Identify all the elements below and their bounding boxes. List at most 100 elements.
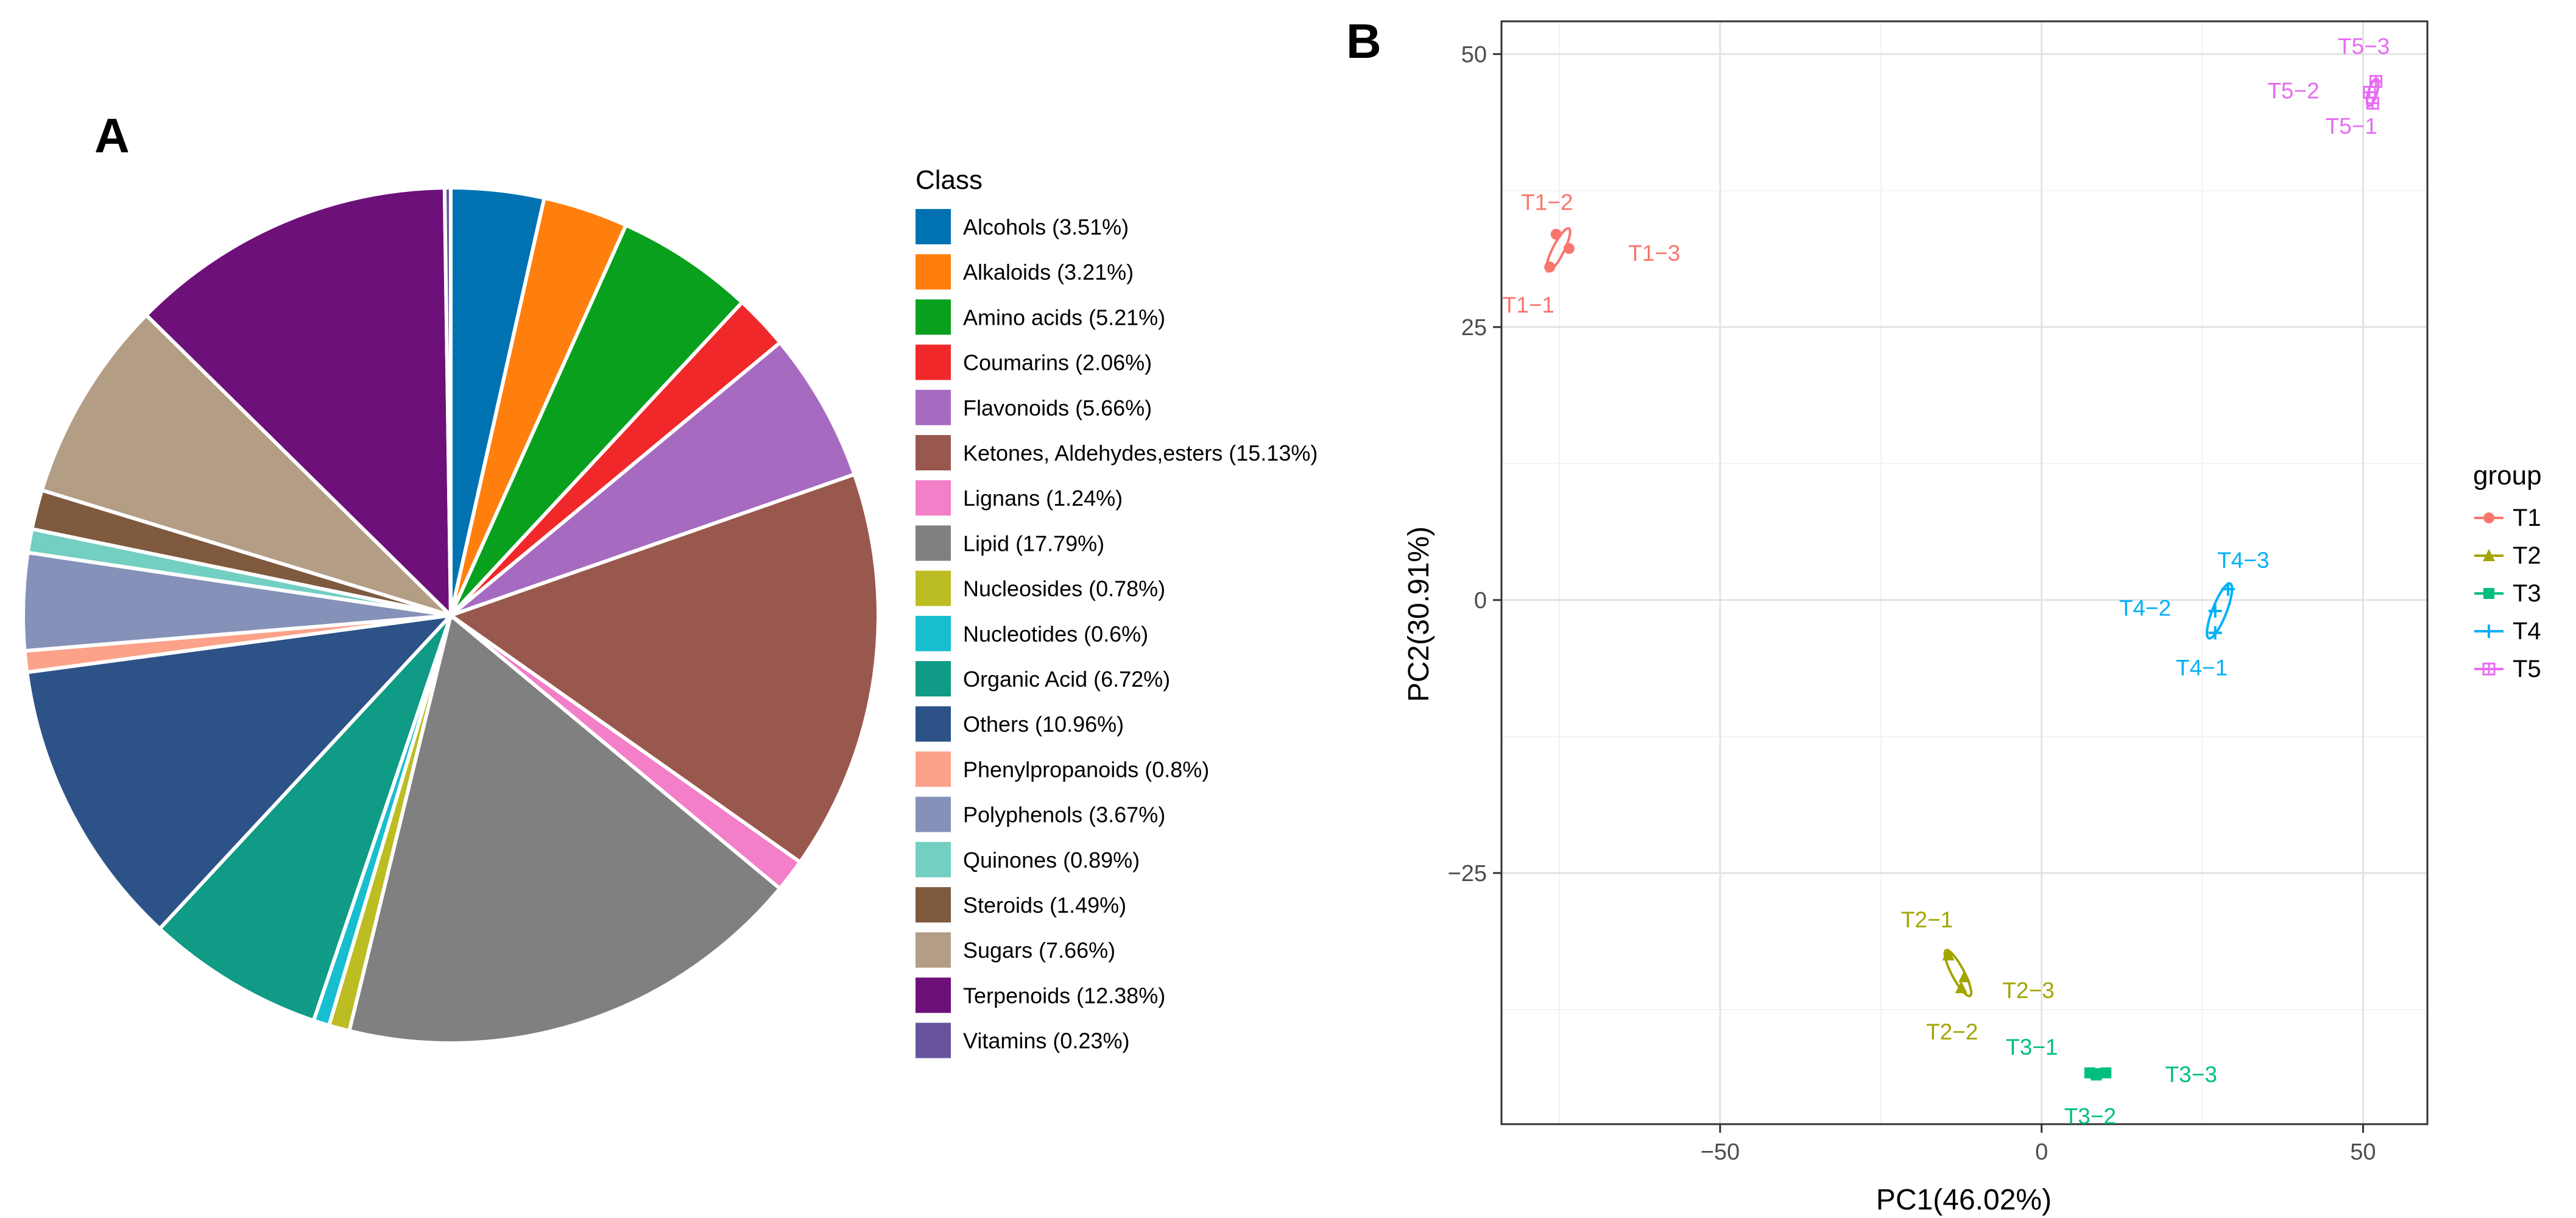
pie-slice-8 — [347, 612, 783, 1045]
pie-legend-label-14: Polyphenols (3.67%) — [963, 802, 1165, 827]
series-T4: T4−1 T4−2 T4−3 — [2119, 548, 2269, 681]
pie-legend-swatch-4 — [916, 344, 951, 380]
pie-legend-swatch-12 — [916, 706, 951, 742]
pie-legend-label-5: Flavonoids (5.66%) — [963, 395, 1152, 420]
point-label-T1-3: T1−3 — [1628, 241, 1680, 266]
point-label-T5-1: T5−1 — [2326, 113, 2377, 138]
pca-legend-label-T3: T3 — [2513, 580, 2541, 607]
pie-slice-18 — [143, 186, 453, 620]
pca-legend-label-T2: T2 — [2513, 542, 2541, 569]
point-label-T2-1: T2−1 — [1901, 907, 1953, 932]
y-tick-label-3: 25 — [1461, 315, 1487, 341]
y-axis-title: PC2(30.91%) — [1403, 526, 1435, 702]
point-T5-2 — [2363, 85, 2376, 99]
pie-legend-swatch-9 — [916, 570, 951, 606]
point-label-T3-3: T3−3 — [2165, 1062, 2217, 1087]
point-label-T1-2: T1−2 — [1521, 189, 1573, 214]
pie-legend-label-7: Lignans (1.24%) — [963, 486, 1123, 511]
pie-slice-11 — [157, 614, 453, 1023]
pie-legend-swatch-19 — [916, 1022, 951, 1058]
pie-slice-12 — [24, 612, 456, 932]
pie-legend-swatch-2 — [916, 254, 951, 290]
point-T3-3 — [2100, 1067, 2112, 1078]
pie-slice-5 — [450, 340, 857, 617]
pie-legend-swatch-15 — [916, 841, 951, 877]
pie-slice-17 — [40, 312, 453, 617]
x-tick-label-3: 50 — [2350, 1139, 2376, 1165]
point-label-T4-2: T4−2 — [2119, 596, 2171, 621]
point-T2-3 — [1958, 970, 1971, 983]
series-T1: T1−1 T1−2 T1−3 — [1502, 189, 1680, 317]
pie-legend-swatch-18 — [916, 977, 951, 1013]
pie-legend-label-18: Terpenoids (12.38%) — [963, 983, 1165, 1008]
pie-legend-label-6: Ketones, Aldehydes,esters (15.13%) — [963, 441, 1318, 466]
pca-legend-marker-T2 — [2483, 549, 2495, 561]
pca-legend-marker-T4 — [2482, 625, 2496, 638]
pie-legend-swatch-8 — [916, 525, 951, 561]
pie-legend-label-11: Organic Acid (6.72%) — [963, 667, 1170, 692]
pie-legend-swatch-5 — [916, 389, 951, 425]
pca-legend-marker-T1 — [2483, 512, 2494, 523]
x-tick-label-1: −50 — [1701, 1139, 1740, 1165]
pie-legend-swatch-6 — [916, 435, 951, 470]
pie-legend-title: Class — [916, 165, 983, 195]
pca-legend: group T1 T2 T3 T4 T5 — [2473, 461, 2542, 682]
point-T1-2 — [1550, 228, 1562, 240]
y-tick-label-1: −25 — [1448, 861, 1487, 887]
point-T4-3 — [2221, 582, 2235, 596]
pca-legend-label-T1: T1 — [2513, 505, 2541, 531]
point-T1-1 — [1544, 261, 1556, 273]
pie-slice-19 — [442, 185, 453, 616]
pie-legend-swatch-16 — [916, 887, 951, 922]
pie-legend-swatch-11 — [916, 661, 951, 696]
confidence-ellipse-T2 — [1943, 949, 1973, 997]
pie-legend-swatch-3 — [916, 299, 951, 335]
point-label-T2-3: T2−3 — [2002, 978, 2054, 1003]
point-label-T4-1: T4−1 — [2176, 656, 2228, 681]
point-T1-3 — [1563, 243, 1575, 254]
pie-legend-label-9: Nucleosides (0.78%) — [963, 576, 1165, 601]
x-tick-label-2: 0 — [2035, 1139, 2048, 1165]
pie-legend-label-19: Vitamins (0.23%) — [963, 1029, 1129, 1053]
point-label-T3-2: T3−2 — [2064, 1103, 2116, 1128]
confidence-ellipse-T4 — [2206, 582, 2234, 640]
point-label-T2-2: T2−2 — [1926, 1019, 1978, 1044]
point-label-T3-1: T3−1 — [2006, 1035, 2058, 1060]
point-T3-2 — [2091, 1069, 2102, 1081]
panel-b-letter: B — [1346, 14, 1382, 68]
x-axis-title: PC1(46.02%) — [1876, 1184, 2052, 1216]
pie-slice-3 — [449, 222, 745, 617]
pie-legend-swatch-10 — [916, 615, 951, 651]
pie-legend-swatch-7 — [916, 480, 951, 516]
point-label-T1-1: T1−1 — [1502, 292, 1554, 317]
y-tick-label-2: 0 — [1474, 588, 1487, 614]
series-T2: T2−1 T2−2 T2−3 — [1901, 907, 2055, 1044]
pie-legend-label-16: Steroids (1.49%) — [963, 893, 1126, 918]
pie-legend: Class Alcohols (3.51%) Alkaloids (3.21%) A… — [916, 165, 1318, 1058]
point-label-T5-3: T5−3 — [2338, 34, 2390, 59]
pie-legend-label-3: Amino acids (5.21%) — [963, 305, 1165, 330]
pie-legend-label-4: Coumarins (2.06%) — [963, 350, 1152, 375]
pie-legend-label-10: Nucleotides (0.6%) — [963, 621, 1148, 646]
pie-legend-label-15: Quinones (0.89%) — [963, 848, 1140, 873]
pie-legend-label-13: Phenylpropanoids (0.8%) — [963, 757, 1209, 782]
pie-legend-swatch-1 — [916, 209, 951, 244]
plot-panel-border — [1500, 20, 2429, 1125]
pie-legend-label-17: Sugars (7.66%) — [963, 938, 1115, 963]
pie-legend-label-2: Alkaloids (3.21%) — [963, 260, 1134, 285]
pca-legend-title: group — [2473, 461, 2542, 490]
pca-scatter-plot: −50 0 50 −25 0 25 50 T1−1 T1−2 T1−3 T2−1 T2−2 T2−3 T3… — [1448, 20, 2429, 1165]
pca-legend-label-T5: T5 — [2513, 656, 2541, 682]
series-T3: T3−1 T3−2 T3−3 — [2006, 1035, 2217, 1129]
pie-legend-swatch-14 — [916, 796, 951, 832]
point-T2-2 — [1955, 980, 1967, 993]
pie-slice-6 — [446, 472, 881, 865]
pie-chart — [21, 185, 881, 1045]
point-T4-2 — [2208, 604, 2222, 618]
pca-legend-marker-T3 — [2483, 588, 2494, 599]
pca-legend-label-T4: T4 — [2513, 618, 2541, 645]
point-label-T4-3: T4−3 — [2217, 548, 2269, 573]
pie-legend-label-1: Alcohols (3.51%) — [963, 214, 1129, 239]
point-T2-1 — [1942, 948, 1955, 961]
